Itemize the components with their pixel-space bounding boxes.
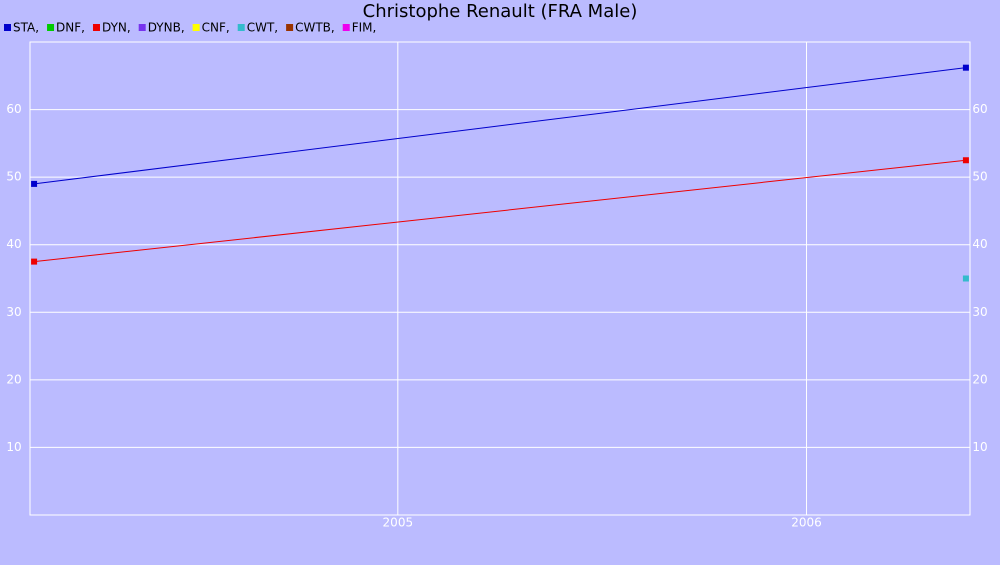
series-line xyxy=(34,159,966,263)
legend-label: STA, xyxy=(13,21,39,35)
y-tick-label-right: 40 xyxy=(972,237,987,251)
legend-label: DNF, xyxy=(56,21,85,35)
data-point xyxy=(31,258,38,265)
legend-label: FIM, xyxy=(352,21,377,35)
data-point xyxy=(962,157,969,164)
y-tick-label: 20 xyxy=(6,372,21,386)
data-point xyxy=(962,64,969,71)
x-tick-label: 2005 xyxy=(383,516,414,530)
y-tick-label: 10 xyxy=(6,440,21,454)
legend-swatch xyxy=(237,24,245,31)
y-tick-label-right: 10 xyxy=(972,440,987,454)
legend-swatch xyxy=(47,24,55,31)
legend-label: DYN, xyxy=(102,21,131,35)
data-point xyxy=(31,180,38,187)
legend-label: CNF, xyxy=(202,21,230,35)
y-tick-label-right: 30 xyxy=(972,305,987,319)
legend-swatch xyxy=(4,24,11,31)
y-tick-label: 40 xyxy=(6,237,21,251)
legend-swatch xyxy=(342,24,350,31)
legend-label: DYNB, xyxy=(148,21,185,35)
legend-swatch xyxy=(92,24,100,31)
y-tick-label: 50 xyxy=(6,170,21,184)
legend-swatch xyxy=(192,24,200,31)
y-tick-label-right: 20 xyxy=(972,372,987,386)
x-tick-label: 2006 xyxy=(791,516,822,530)
legend-swatch xyxy=(286,24,294,31)
legend-label: CWTB, xyxy=(295,21,335,35)
y-tick-label: 60 xyxy=(6,102,21,116)
data-point xyxy=(962,275,969,282)
plot-area xyxy=(29,41,971,516)
y-tick-label: 30 xyxy=(6,305,21,319)
y-tick-label-right: 60 xyxy=(972,102,987,116)
legend-swatch xyxy=(138,24,146,31)
y-tick-label-right: 50 xyxy=(972,170,987,184)
legend-label: CWT, xyxy=(247,21,278,35)
chart-title: Christophe Renault (FRA Male) xyxy=(363,1,638,22)
series-line xyxy=(34,67,966,185)
